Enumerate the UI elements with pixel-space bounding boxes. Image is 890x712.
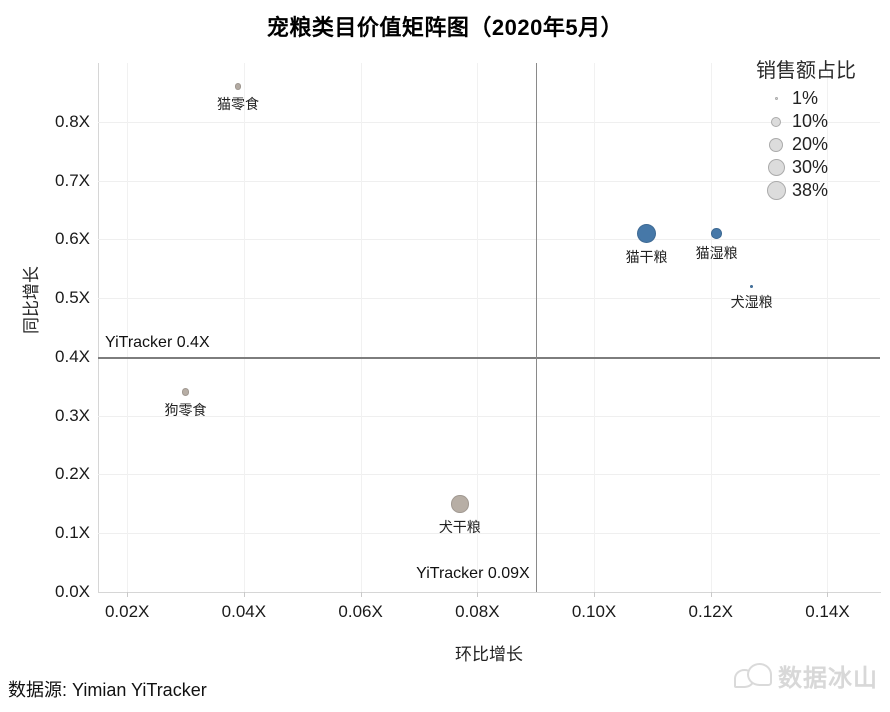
gridline-vertical [477, 63, 479, 592]
x-axis-title: 环比增长 [455, 645, 523, 664]
legend-item: 30% [748, 156, 886, 179]
legend-size-circle [774, 97, 778, 100]
size-legend: 销售额占比 1% 10% 20% 30% 38% [748, 54, 886, 202]
legend-item: 20% [748, 133, 886, 156]
bubble [451, 495, 469, 513]
gridline-horizontal [98, 239, 880, 241]
x-tick-mark [477, 592, 479, 597]
legend-title: 销售额占比 [756, 60, 856, 82]
gridline-horizontal [98, 415, 880, 417]
legend-items: 1% 10% 20% 30% 38% [748, 87, 886, 202]
gridline-horizontal [98, 180, 880, 182]
bubble [234, 83, 242, 90]
gridline-vertical [827, 63, 829, 592]
x-tick-mark [127, 592, 129, 597]
y-tick-label: 0.8X [55, 111, 90, 131]
legend-item: 38% [748, 179, 886, 202]
bubble-label: 犬湿粮 [730, 293, 773, 310]
x-tick-mark [827, 592, 829, 597]
y-tick-label: 0.2X [55, 464, 90, 484]
legend-size-circle [771, 116, 781, 127]
legend-item-label: 30% [792, 157, 829, 177]
x-tick-mark [243, 592, 245, 597]
reference-line-horizontal [98, 356, 880, 359]
x-tick-label: 0.12X [688, 602, 733, 621]
x-tick-mark [594, 592, 596, 597]
legend-item: 10% [748, 110, 886, 133]
legend-item-label: 38% [792, 180, 829, 200]
y-tick-label: 0.7X [55, 170, 90, 190]
legend-size-circle [767, 159, 785, 176]
y-tick-label: 0.1X [55, 523, 90, 543]
x-tick-label: 0.06X [338, 602, 383, 621]
bubble [181, 388, 190, 396]
watermark: 数据冰山 [734, 658, 878, 693]
bubble [750, 284, 754, 288]
gridline-vertical [127, 63, 129, 592]
legend-size-circle [769, 137, 783, 152]
bubble-label: 狗零食 [164, 401, 207, 418]
legend-circle-cell [762, 159, 790, 176]
x-tick-mark [360, 592, 362, 597]
chat-bubbles-icon [734, 660, 772, 692]
bubble [637, 223, 657, 243]
gridline-horizontal [98, 533, 880, 535]
legend-item: 1% [748, 87, 886, 110]
gridline-vertical [243, 63, 245, 592]
gridline-vertical [710, 63, 712, 592]
gridline-horizontal [98, 298, 880, 300]
bubble-label: 猫零食 [217, 95, 260, 112]
legend-size-circle [766, 181, 786, 200]
bubble-label: 猫干粮 [625, 249, 668, 265]
legend-circle-cell [762, 116, 790, 127]
watermark-text: 数据冰山 [778, 665, 878, 692]
plot-area [98, 63, 881, 593]
y-tick-label: 0.0X [55, 582, 90, 601]
x-tick-label: 0.10X [571, 602, 617, 621]
chart-title: 宠粮类目价值矩阵图（2020年5月） [266, 15, 624, 40]
legend-circle-cell [762, 97, 790, 100]
legend-item-label: 10% [792, 111, 829, 131]
y-tick-label: 0.3X [55, 405, 90, 425]
x-tick-label: 0.04X [221, 602, 267, 621]
reference-line-label-vertical: YiTracker 0.09X [416, 565, 530, 582]
legend-item-label: 20% [792, 134, 829, 154]
legend-item-label: 1% [792, 88, 819, 108]
x-tick-label: 0.02X [104, 602, 150, 621]
y-axis-title: 同比增长 [22, 266, 41, 334]
legend-circle-cell [762, 181, 790, 200]
bubble [711, 228, 722, 239]
bubble-label: 猫湿粮 [695, 244, 738, 261]
y-tick-label: 0.5X [55, 288, 90, 308]
gridline-vertical [360, 63, 362, 592]
bubble-label: 犬干粮 [438, 518, 481, 535]
gridline-horizontal [98, 474, 880, 476]
gridline-horizontal [98, 121, 880, 123]
gridline-vertical [594, 63, 596, 592]
legend-circle-cell [762, 137, 790, 152]
source-note: 数据源: Yimian YiTracker [8, 680, 207, 700]
x-tick-label: 0.14X [805, 602, 850, 621]
y-tick-label: 0.4X [55, 346, 90, 366]
x-tick-mark [710, 592, 712, 597]
reference-line-label-horizontal: YiTracker 0.4X [105, 333, 210, 351]
reference-line-vertical [535, 63, 538, 592]
y-tick-label: 0.6X [55, 229, 90, 249]
x-tick-label: 0.08X [455, 602, 500, 621]
